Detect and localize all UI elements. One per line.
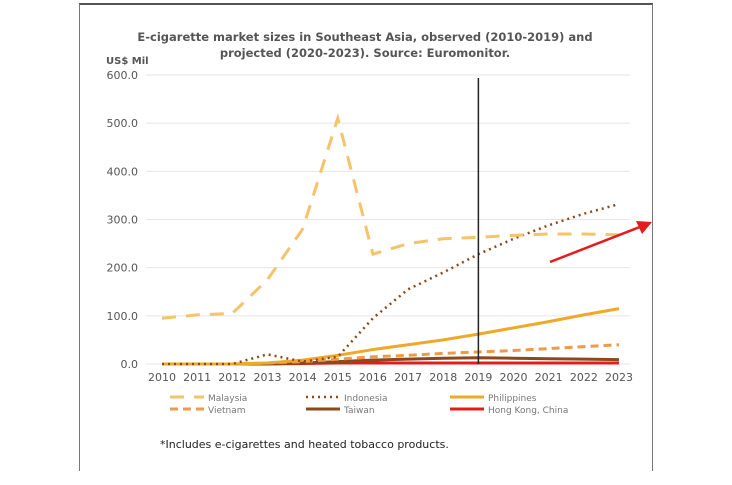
chart-title-line-1: E-cigarette market sizes in Southeast As… bbox=[137, 30, 592, 44]
x-tick-label: 2022 bbox=[570, 371, 598, 384]
footnote: *Includes e-cigarettes and heated tobacc… bbox=[160, 438, 449, 451]
legend-label: Malaysia bbox=[208, 394, 247, 404]
y-tick-label: 400.0 bbox=[107, 165, 139, 178]
y-tick-label: 600.0 bbox=[107, 69, 139, 82]
y-tick-label: 300.0 bbox=[107, 214, 139, 227]
x-tick-label: 2013 bbox=[253, 371, 281, 384]
series-line-malaysia bbox=[161, 112, 620, 320]
x-tick-label: 2018 bbox=[429, 371, 457, 384]
series-line-indonesia bbox=[162, 202, 620, 366]
legend-label: Indonesia bbox=[344, 394, 388, 404]
x-tick-label: 2011 bbox=[183, 371, 211, 384]
chart-frame bbox=[79, 3, 653, 471]
x-tick-label: 2021 bbox=[535, 371, 563, 384]
arrow-head-icon bbox=[636, 221, 652, 234]
y-tick-label: 500.0 bbox=[107, 117, 139, 130]
x-tick-label: 2017 bbox=[394, 371, 422, 384]
legend-label: Hong Kong, China bbox=[488, 406, 568, 416]
annotation-arrow bbox=[549, 223, 646, 264]
y-tick-label: 200.0 bbox=[107, 262, 139, 275]
x-tick-label: 2019 bbox=[464, 371, 492, 384]
legend-label: Philippines bbox=[488, 394, 537, 404]
y-axis-label: US$ Mil bbox=[106, 56, 149, 67]
x-tick-label: 2023 bbox=[605, 371, 633, 384]
x-tick-label: 2015 bbox=[324, 371, 352, 384]
legend-label: Vietnam bbox=[208, 406, 246, 416]
series-line-vietnam bbox=[162, 343, 620, 366]
y-tick-label: 100.0 bbox=[107, 310, 139, 323]
series-line-philippines bbox=[162, 307, 620, 366]
x-tick-label: 2010 bbox=[148, 371, 176, 384]
x-tick-label: 2014 bbox=[289, 371, 317, 384]
legend-label: Taiwan bbox=[343, 406, 375, 416]
y-tick-label: 0.0 bbox=[121, 358, 139, 371]
x-tick-label: 2016 bbox=[359, 371, 387, 384]
chart-title-line-2: projected (2020-2023). Source: Euromonit… bbox=[220, 46, 510, 60]
x-tick-label: 2012 bbox=[218, 371, 246, 384]
x-tick-label: 2020 bbox=[500, 371, 528, 384]
